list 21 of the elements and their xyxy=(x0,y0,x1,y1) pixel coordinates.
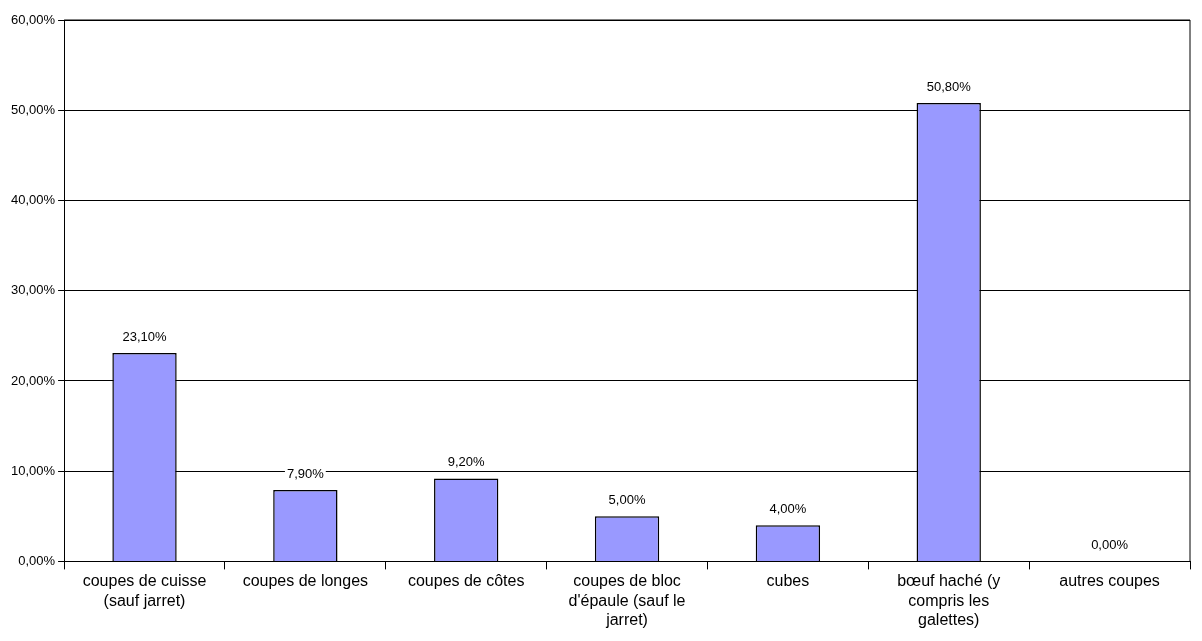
x-tick-label: coupes de longes xyxy=(242,572,369,590)
y-tick-label: 50,00% xyxy=(11,101,56,117)
data-label: 23,10% xyxy=(122,329,167,345)
x-tick-label: coupes de cuisse (sauf jarret) xyxy=(82,572,207,609)
data-label: 7,90% xyxy=(286,466,325,482)
data-label: 9,20% xyxy=(447,454,486,470)
x-tick-label: cubes xyxy=(766,572,810,590)
y-tick-label: 0,00% xyxy=(18,552,56,568)
x-tick-label: bœuf haché (y compris les galettes) xyxy=(897,572,1001,628)
data-label: 5,00% xyxy=(608,492,646,508)
data-label: 0,00% xyxy=(1091,537,1129,553)
y-tick-label: 20,00% xyxy=(11,372,56,388)
x-tick-label: coupes de bloc d'épaule (sauf le jarret) xyxy=(568,572,686,628)
y-tick-label: 30,00% xyxy=(11,282,56,298)
x-tick-label: coupes de côtes xyxy=(407,572,525,590)
data-label: 4,00% xyxy=(769,501,807,517)
y-tick-label: 60,00% xyxy=(11,11,56,27)
x-tick-label: autres coupes xyxy=(1059,572,1160,590)
y-tick-label: 40,00% xyxy=(11,192,56,208)
y-tick-label: 10,00% xyxy=(11,462,56,478)
data-label: 50,80% xyxy=(926,79,972,95)
